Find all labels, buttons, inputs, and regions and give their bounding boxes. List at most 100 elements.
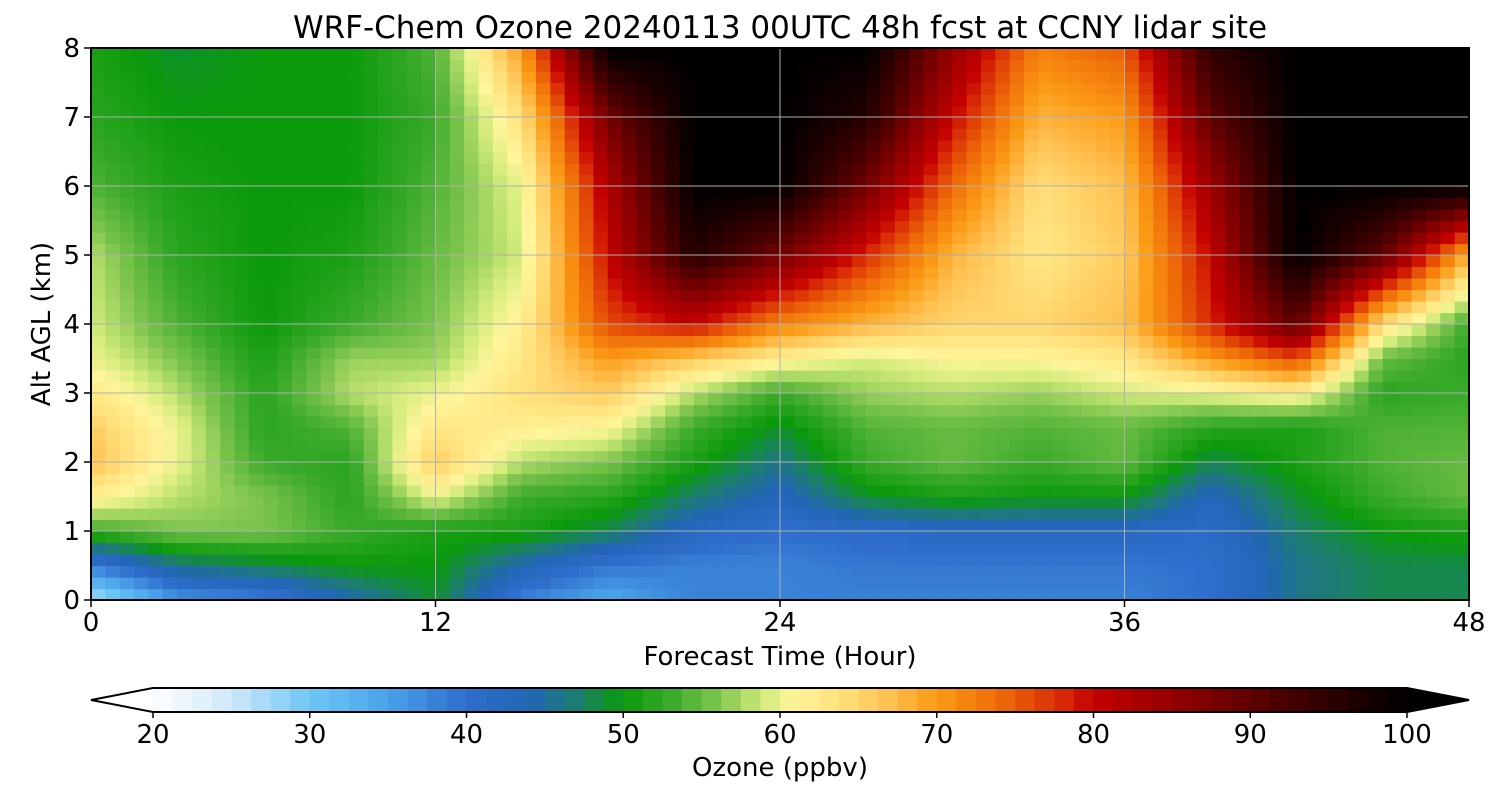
heatmap-cell <box>636 255 652 268</box>
heatmap-cell <box>320 140 336 153</box>
heatmap-cell <box>1153 82 1169 95</box>
heatmap-cell <box>894 404 910 417</box>
heatmap-cell <box>1210 266 1226 279</box>
heatmap-cell <box>780 255 795 268</box>
heatmap-cell <box>1311 358 1327 371</box>
heatmap-cell <box>736 151 752 164</box>
heatmap-cell <box>1368 519 1384 532</box>
heatmap-cell <box>952 94 968 107</box>
heatmap-cell <box>220 554 236 567</box>
heatmap-cell <box>952 335 968 348</box>
heatmap-cell <box>1153 519 1169 532</box>
heatmap-cell <box>1081 197 1097 210</box>
heatmap-cell <box>780 140 795 153</box>
heatmap-cell <box>91 312 106 325</box>
heatmap-cell <box>765 554 781 567</box>
heatmap-cell <box>119 59 135 72</box>
heatmap-cell <box>564 128 580 141</box>
heatmap-cell <box>1153 151 1169 164</box>
heatmap-cell <box>679 462 695 475</box>
heatmap-cell <box>507 370 523 383</box>
heatmap-cell <box>1124 393 1140 406</box>
heatmap-cell <box>823 358 839 371</box>
heatmap-cell <box>866 370 882 383</box>
heatmap-cell <box>464 301 480 314</box>
heatmap-cell <box>1067 450 1083 463</box>
heatmap-cell <box>191 163 207 176</box>
heatmap-cell <box>1239 462 1255 475</box>
heatmap-cell <box>1382 358 1398 371</box>
heatmap-cell <box>220 243 236 256</box>
heatmap-cell <box>521 462 537 475</box>
heatmap-cell <box>550 519 566 532</box>
heatmap-cell <box>148 404 164 417</box>
colorbar-swatch <box>446 688 468 712</box>
heatmap-cell <box>679 186 695 199</box>
heatmap-cell <box>966 324 982 337</box>
heatmap-cell <box>1181 209 1197 222</box>
heatmap-cell <box>392 82 408 95</box>
heatmap-cell <box>521 531 537 544</box>
heatmap-cell <box>1052 588 1068 600</box>
heatmap-cell <box>636 151 652 164</box>
heatmap-cell <box>1311 565 1327 578</box>
heatmap-cell <box>607 243 623 256</box>
heatmap-cell <box>1210 48 1226 61</box>
heatmap-cell <box>1038 473 1054 486</box>
heatmap-cell <box>937 531 953 544</box>
heatmap-cell <box>1382 335 1398 348</box>
heatmap-cell <box>248 496 264 509</box>
heatmap-cell <box>679 105 695 118</box>
heatmap-cell <box>751 243 767 256</box>
heatmap-cell <box>1411 94 1427 107</box>
heatmap-cell <box>736 531 752 544</box>
heatmap-cell <box>751 462 767 475</box>
heatmap-cell <box>1282 473 1298 486</box>
heatmap-cell <box>421 393 437 406</box>
heatmap-cell <box>320 232 336 245</box>
heatmap-cell <box>421 542 437 555</box>
heatmap-cell <box>349 209 365 222</box>
heatmap-cell <box>1095 197 1111 210</box>
heatmap-cell <box>894 128 910 141</box>
heatmap-cell <box>1196 105 1212 118</box>
heatmap-cell <box>780 312 795 325</box>
heatmap-cell <box>91 94 106 107</box>
heatmap-cell <box>134 577 150 590</box>
heatmap-cell <box>263 71 279 84</box>
y-tick-label: 3 <box>63 379 80 409</box>
heatmap-cell <box>593 59 609 72</box>
heatmap-cell <box>751 163 767 176</box>
heatmap-cell <box>1024 381 1039 394</box>
heatmap-cell <box>392 128 408 141</box>
heatmap-cell <box>1095 519 1111 532</box>
heatmap-cell <box>306 542 322 555</box>
heatmap-cell <box>1425 266 1441 279</box>
heatmap-cell <box>1124 232 1140 245</box>
heatmap-cell <box>564 94 580 107</box>
heatmap-cell <box>1325 209 1341 222</box>
heatmap-cell <box>435 48 451 61</box>
heatmap-cell <box>751 519 767 532</box>
heatmap-cell <box>665 381 681 394</box>
heatmap-cell <box>1339 381 1355 394</box>
heatmap-cell <box>1411 220 1427 233</box>
heatmap-cell <box>105 485 121 498</box>
heatmap-cell <box>1138 59 1154 72</box>
heatmap-cell <box>966 128 982 141</box>
heatmap-cell <box>593 48 609 61</box>
heatmap-cell <box>291 301 307 314</box>
heatmap-cell <box>995 48 1011 61</box>
heatmap-cell <box>378 301 394 314</box>
heatmap-cell <box>1009 151 1025 164</box>
heatmap-cell <box>880 508 896 521</box>
heatmap-cell <box>980 59 996 72</box>
heatmap-cell <box>1425 128 1441 141</box>
heatmap-cell <box>492 531 508 544</box>
heatmap-cell <box>1095 439 1111 452</box>
heatmap-cell <box>148 519 164 532</box>
heatmap-cell <box>708 393 724 406</box>
heatmap-cell <box>665 186 681 199</box>
heatmap-cell <box>1052 186 1068 199</box>
heatmap-cell <box>1253 324 1269 337</box>
